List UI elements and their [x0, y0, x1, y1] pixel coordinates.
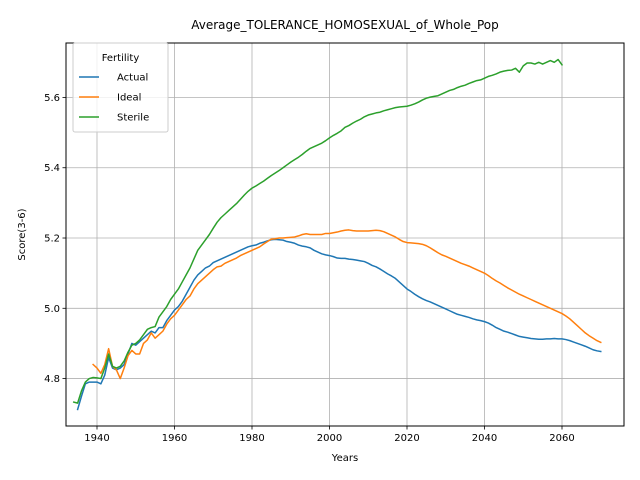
- y-tick-label: 5.0: [44, 304, 60, 315]
- x-tick-label: 2060: [549, 433, 574, 444]
- y-tick-label: 5.2: [44, 234, 60, 245]
- plot-area-frame: [65, 42, 625, 427]
- grid: [66, 43, 624, 426]
- y-tick-label: 5.6: [44, 93, 60, 104]
- series-line-ideal: [92, 229, 602, 380]
- y-tick-label: 4.8: [44, 374, 60, 385]
- x-tick-label: 2020: [394, 433, 419, 444]
- series-line-sterile: [72, 58, 564, 404]
- legend-label-ideal: Ideal: [117, 93, 141, 104]
- legend-entries: Actual Ideal Sterile: [79, 73, 149, 124]
- x-tick-label: 2000: [317, 433, 342, 444]
- y-axis: 4.8 5.0 5.2 5.4 5.6: [44, 93, 66, 385]
- chart-title: Average_TOLERANCE_HOMOSEXUAL_of_Whole_Po…: [191, 18, 499, 32]
- legend: Fertility Actual Ideal Sterile: [72, 42, 169, 133]
- x-axis-title: Years: [331, 453, 358, 464]
- x-axis: 1940 1960 1980 2000 2020 2040 2060: [84, 426, 575, 444]
- legend-title: Fertility: [102, 53, 140, 64]
- series-line-actual: [76, 238, 602, 411]
- y-tick-label: 5.4: [44, 163, 60, 174]
- y-axis-title: Score(3-6): [17, 208, 28, 260]
- x-tick-label: 1940: [84, 433, 109, 444]
- x-tick-label: 1980: [239, 433, 264, 444]
- series-group: [72, 58, 602, 411]
- x-tick-label: 1960: [162, 433, 187, 444]
- legend-label-sterile: Sterile: [117, 113, 149, 124]
- x-tick-label: 2040: [472, 433, 497, 444]
- legend-label-actual: Actual: [117, 73, 148, 84]
- legend-box: [72, 42, 169, 133]
